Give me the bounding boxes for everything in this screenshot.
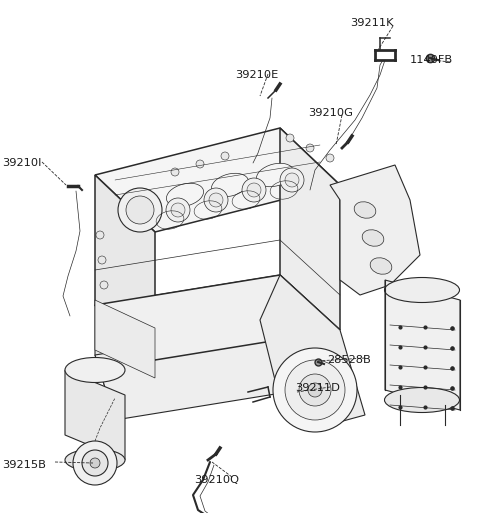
Polygon shape: [260, 275, 365, 430]
Circle shape: [286, 134, 294, 142]
Circle shape: [204, 188, 228, 212]
Ellipse shape: [65, 449, 125, 471]
Circle shape: [273, 348, 357, 432]
Ellipse shape: [354, 202, 376, 218]
Circle shape: [221, 152, 229, 160]
Polygon shape: [280, 128, 340, 330]
Text: 39211D: 39211D: [295, 383, 340, 393]
Circle shape: [82, 450, 108, 476]
Polygon shape: [95, 128, 340, 232]
Text: 39210G: 39210G: [308, 108, 353, 118]
Circle shape: [242, 178, 266, 202]
Text: 28528B: 28528B: [327, 355, 371, 365]
Circle shape: [100, 281, 108, 289]
Polygon shape: [385, 280, 460, 410]
Ellipse shape: [370, 258, 392, 274]
Polygon shape: [95, 275, 340, 360]
Circle shape: [98, 256, 106, 264]
Polygon shape: [95, 300, 155, 378]
Circle shape: [73, 441, 117, 485]
Circle shape: [96, 231, 104, 239]
Polygon shape: [95, 175, 155, 360]
Circle shape: [166, 198, 190, 222]
Text: 1140FB: 1140FB: [410, 55, 453, 65]
Circle shape: [299, 374, 331, 406]
Circle shape: [196, 160, 204, 168]
Text: 39210Q: 39210Q: [194, 475, 239, 485]
Ellipse shape: [65, 358, 125, 383]
Text: 39211K: 39211K: [350, 18, 394, 28]
Circle shape: [126, 196, 154, 224]
Ellipse shape: [384, 278, 459, 303]
Circle shape: [209, 193, 223, 207]
Circle shape: [171, 203, 185, 217]
Circle shape: [118, 188, 162, 232]
Text: 39210I: 39210I: [2, 158, 41, 168]
Circle shape: [285, 173, 299, 187]
Circle shape: [171, 168, 179, 176]
Circle shape: [90, 458, 100, 468]
Ellipse shape: [362, 230, 384, 246]
Polygon shape: [95, 275, 300, 370]
Ellipse shape: [384, 387, 459, 412]
Circle shape: [326, 154, 334, 162]
Circle shape: [285, 360, 345, 420]
Circle shape: [306, 144, 314, 152]
Ellipse shape: [256, 163, 294, 187]
Circle shape: [280, 168, 304, 192]
Circle shape: [247, 183, 261, 197]
Circle shape: [308, 383, 322, 397]
Polygon shape: [95, 305, 115, 420]
Text: 39210E: 39210E: [235, 70, 278, 80]
Polygon shape: [95, 325, 300, 420]
Polygon shape: [65, 370, 125, 460]
Polygon shape: [330, 165, 420, 295]
Ellipse shape: [211, 173, 249, 196]
Ellipse shape: [167, 183, 204, 207]
Text: 39215B: 39215B: [2, 460, 46, 470]
